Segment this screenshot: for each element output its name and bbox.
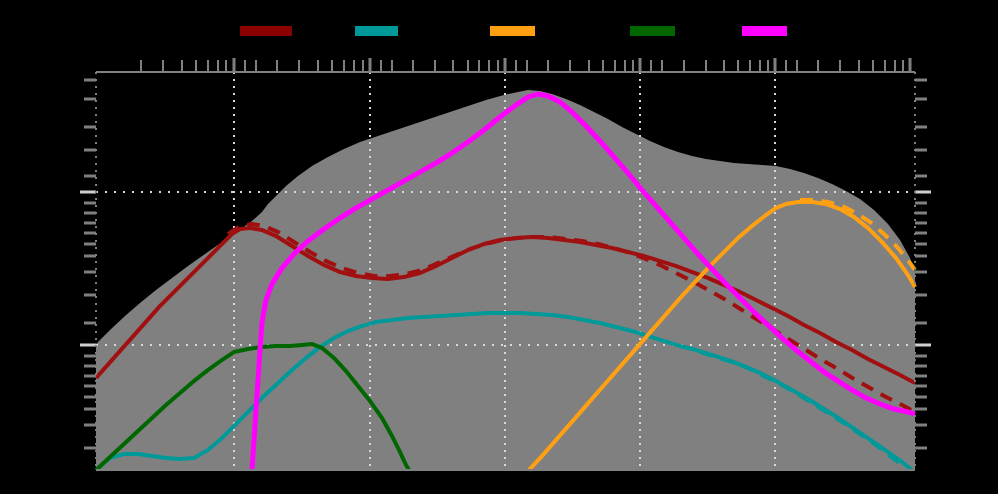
series-line-magenta-solid — [249, 91, 916, 471]
series-line-dark-red-dashed — [226, 222, 916, 414]
series-line-orange-solid — [527, 200, 917, 472]
gridlines-group — [96, 72, 915, 470]
data-series-group — [94, 91, 917, 472]
shaded-area-group — [96, 90, 915, 470]
series-line-teal-dashed — [699, 350, 904, 467]
series-line-orange-dashed — [800, 198, 917, 272]
axis-ticks-group — [80, 58, 931, 450]
shaded-envelope — [96, 90, 915, 470]
series-line-green-solid — [94, 342, 411, 472]
series-line-teal-solid — [94, 311, 914, 472]
axis-spines-group — [95, 71, 916, 471]
